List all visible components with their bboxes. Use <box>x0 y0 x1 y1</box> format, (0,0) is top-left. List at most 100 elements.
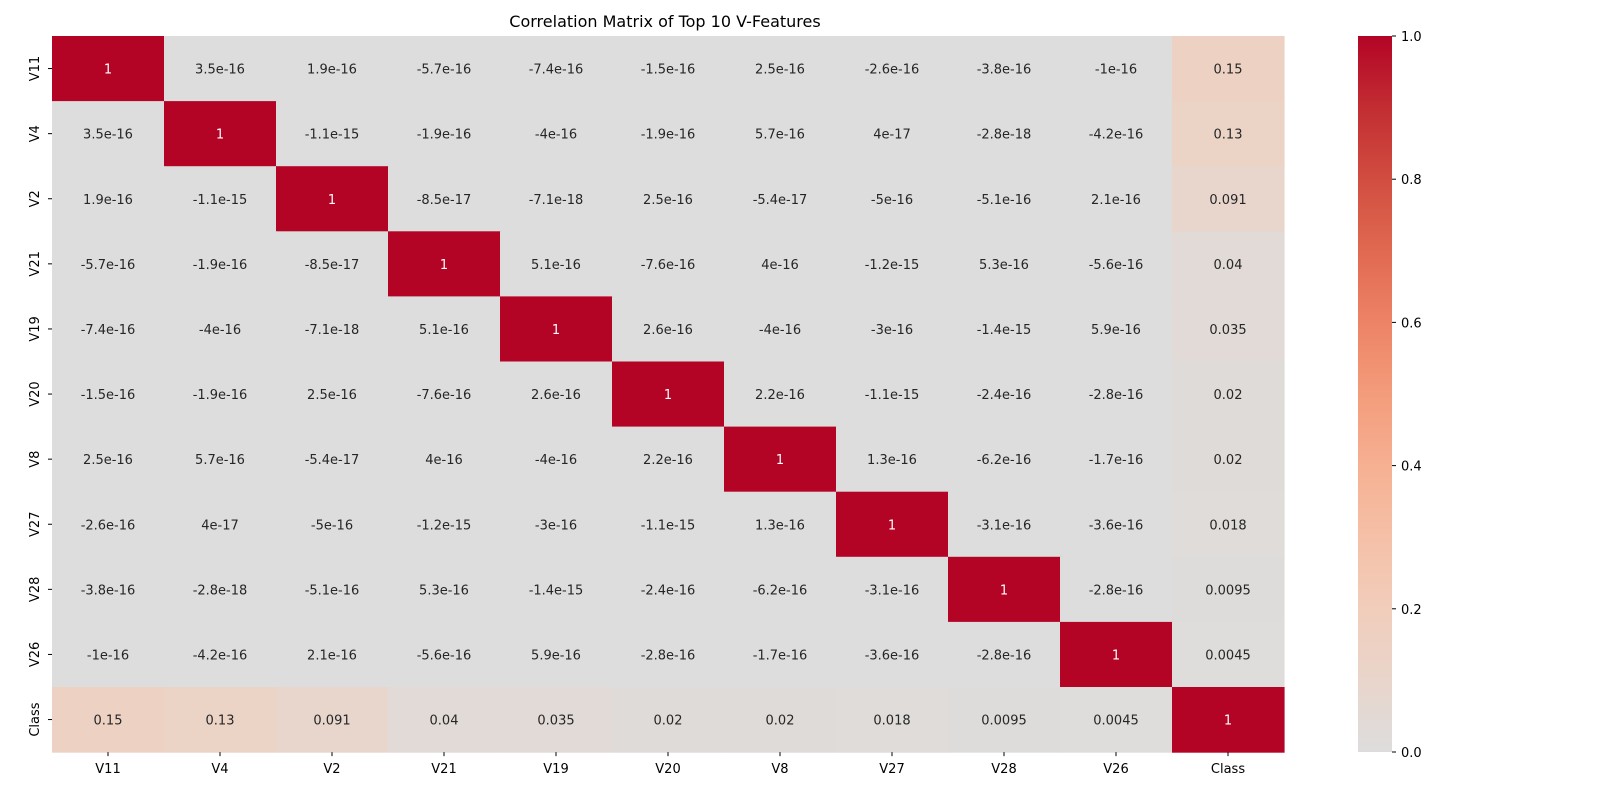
cell-annotation: -1e-16 <box>1095 63 1137 78</box>
heatmap-cell <box>836 101 949 167</box>
heatmap-cell <box>52 426 165 493</box>
cell-annotation: -1.5e-16 <box>641 63 696 78</box>
heatmap-cell <box>948 296 1061 363</box>
heatmap-cell <box>1060 621 1173 688</box>
cell-annotation: -2.8e-18 <box>977 128 1032 143</box>
cell-annotation: -1.9e-16 <box>417 128 472 143</box>
cell-annotation: 2.6e-16 <box>531 388 581 403</box>
x-tick-label: V19 <box>543 762 568 777</box>
cell-annotation: 0.0045 <box>1093 714 1139 729</box>
cell-annotation: 0.0095 <box>1205 583 1251 598</box>
cell-annotation: 5.7e-16 <box>195 453 245 468</box>
cell-annotation: -4e-16 <box>199 323 241 338</box>
cell-annotation: 4e-16 <box>425 453 463 468</box>
heatmap-cell <box>836 687 949 753</box>
heatmap-cell <box>276 491 389 558</box>
x-tick-label: V26 <box>1103 762 1128 777</box>
cell-annotation: -2.8e-18 <box>193 583 248 598</box>
cell-annotation: 5.3e-16 <box>979 258 1029 273</box>
cell-annotation: 1 <box>328 193 336 208</box>
cell-annotation: -8.5e-17 <box>417 193 472 208</box>
cell-annotation: 4e-17 <box>873 128 911 143</box>
cell-annotation: 1 <box>216 128 224 143</box>
cell-annotation: 0.02 <box>1214 453 1243 468</box>
heatmap-cell <box>388 687 501 753</box>
cell-annotation: -2.6e-16 <box>865 63 920 78</box>
cell-annotation: 0.035 <box>1209 323 1246 338</box>
colorbar-tick-label: 0.8 <box>1401 173 1422 188</box>
cell-annotation: -5.4e-17 <box>305 453 360 468</box>
heatmap-cell <box>388 296 501 363</box>
heatmap-cell <box>1172 231 1285 297</box>
heatmap-cell <box>164 491 277 558</box>
heatmap-cell <box>276 36 389 102</box>
cell-annotation: -5.6e-16 <box>1089 258 1144 273</box>
cell-annotation: -5e-16 <box>311 518 353 533</box>
heatmap-cell <box>1060 231 1173 297</box>
heatmap-cell <box>388 426 501 493</box>
heatmap-cell <box>500 687 613 753</box>
cell-annotation: 1 <box>1000 583 1008 598</box>
cell-annotation: -1.2e-15 <box>417 518 472 533</box>
heatmap-cell <box>276 426 389 493</box>
cell-annotation: -4e-16 <box>535 128 577 143</box>
x-tick-label: V2 <box>323 762 340 777</box>
heatmap-cell <box>1172 166 1285 232</box>
heatmap-cell <box>724 36 837 102</box>
cell-annotation: 5.3e-16 <box>419 583 469 598</box>
cell-annotation: -2.8e-16 <box>977 648 1032 663</box>
heatmap-cell <box>1172 36 1285 102</box>
cell-annotation: 1 <box>552 323 560 338</box>
heatmap-cell <box>388 556 501 623</box>
cell-annotation: 0.04 <box>1214 258 1243 273</box>
heatmap-cell <box>52 296 165 363</box>
heatmap-cell <box>52 556 165 623</box>
cell-annotation: -5.1e-16 <box>305 583 360 598</box>
heatmap-cell <box>948 687 1061 753</box>
cell-annotation: -1.9e-16 <box>641 128 696 143</box>
heatmap-cell <box>836 556 949 623</box>
heatmap-cell <box>276 296 389 363</box>
cell-annotation: -2.8e-16 <box>641 648 696 663</box>
heatmap-cell <box>164 36 277 102</box>
heatmap-cell <box>836 296 949 363</box>
heatmap-cell <box>836 36 949 102</box>
heatmap-cell <box>1172 621 1285 688</box>
heatmap-cell <box>52 36 165 102</box>
heatmap-cell <box>948 621 1061 688</box>
heatmap-cell <box>276 101 389 167</box>
cell-annotation: -3e-16 <box>871 323 913 338</box>
cell-annotation: 0.13 <box>206 714 235 729</box>
heatmap-cell <box>52 361 165 428</box>
y-tick-label: Class <box>28 702 43 736</box>
cell-annotation: -3.1e-16 <box>865 583 920 598</box>
heatmap-cell <box>724 687 837 753</box>
cell-annotation: -1.4e-15 <box>529 583 584 598</box>
cell-annotation: 1.9e-16 <box>307 63 357 78</box>
heatmap-cell <box>276 621 389 688</box>
y-tick-label: V21 <box>28 251 43 276</box>
heatmap-cell <box>836 361 949 428</box>
heatmap-cell <box>276 556 389 623</box>
cell-annotation: -3.6e-16 <box>865 648 920 663</box>
heatmap-cell <box>500 296 613 363</box>
cell-annotation: 0.04 <box>430 714 459 729</box>
heatmap-cell <box>724 101 837 167</box>
heatmap-cell <box>1060 36 1173 102</box>
cell-annotation: -5.7e-16 <box>417 63 472 78</box>
heatmap-cell <box>164 166 277 232</box>
heatmap-cell <box>276 166 389 232</box>
cell-annotation: -6.2e-16 <box>753 583 808 598</box>
heatmap-cell <box>948 166 1061 232</box>
cell-annotation: -1.7e-16 <box>753 648 808 663</box>
heatmap-cell <box>1172 491 1285 558</box>
cell-annotation: 2.1e-16 <box>1091 193 1141 208</box>
y-tick-label: V8 <box>28 451 43 468</box>
heatmap-cell <box>388 621 501 688</box>
heatmap-cell <box>52 166 165 232</box>
cell-annotation: -1.9e-16 <box>193 258 248 273</box>
heatmap-cell <box>612 556 725 623</box>
cell-annotation: -1e-16 <box>87 648 129 663</box>
heatmap-cell <box>276 361 389 428</box>
